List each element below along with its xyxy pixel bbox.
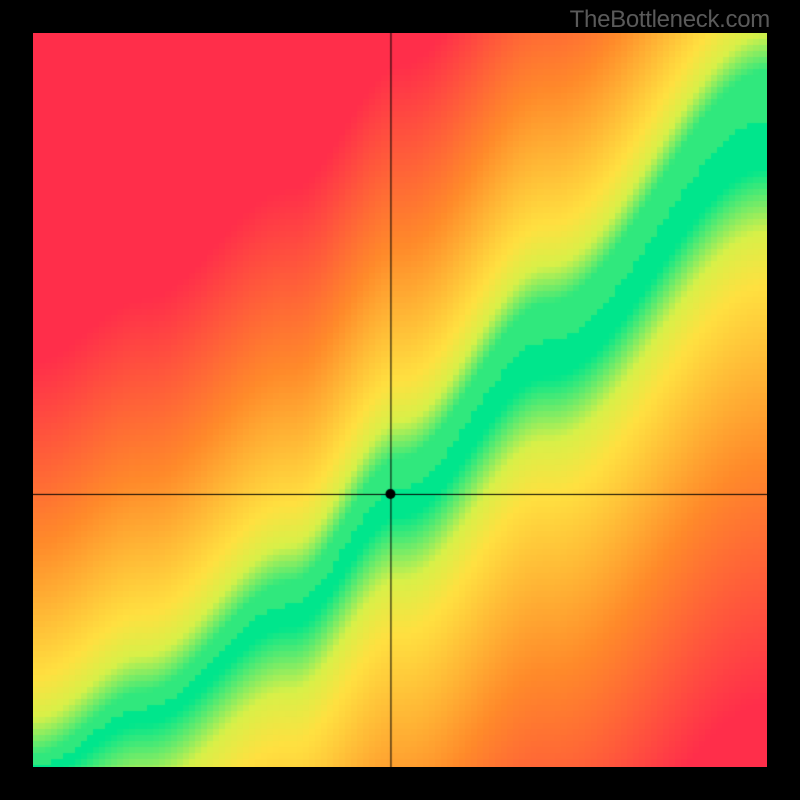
bottleneck-heatmap bbox=[33, 33, 767, 767]
watermark-text: TheBottleneck.com bbox=[570, 6, 770, 34]
